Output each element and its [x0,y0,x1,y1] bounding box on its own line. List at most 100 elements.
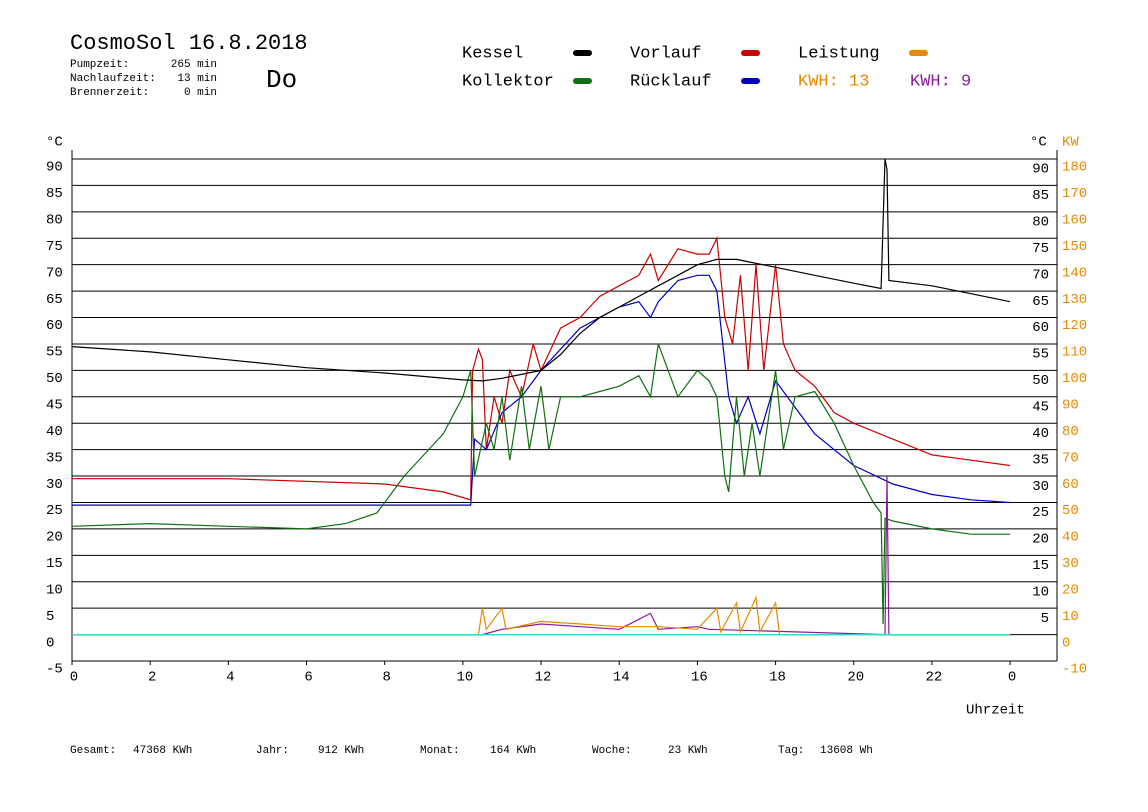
footer-value: 47368 KWh [133,745,192,757]
y-tick-label: -5 [46,662,63,678]
series-line [71,158,1011,382]
y-axis-label-right: °C [1030,135,1047,151]
y2-tick-label: 100 [1062,371,1087,387]
y-tick-label: 50 [46,371,63,387]
y2-tick-label: 10 [1062,609,1079,625]
x-tick-label: 0 [1008,670,1016,686]
y-tick-label-right: 80 [1032,215,1049,231]
y-tick-label: 75 [46,239,63,255]
y-tick-label-right: 45 [1032,399,1049,415]
y-tick-label-right: 85 [1032,188,1049,204]
y-tick-label: 35 [46,450,63,466]
y-tick-label: 80 [46,213,63,229]
info-label: Brennerzeit: [70,87,149,99]
footer-label: Woche: [592,745,632,757]
y-tick-label-right: 25 [1032,505,1049,521]
y2-tick-label: 160 [1062,213,1087,229]
y2-tick-label: 0 [1062,635,1070,651]
footer-value: 164 KWh [490,745,536,757]
y-tick-label-right: 65 [1032,294,1049,310]
kwh-label: KWH: 9 [910,72,971,91]
y-tick-label-right: 20 [1032,532,1049,548]
x-tick-label: 8 [382,670,390,686]
y2-tick-label: 140 [1062,265,1087,281]
y-tick-label-right: 40 [1032,426,1049,442]
y-axis-label: °C [46,135,63,151]
y-tick-label: 85 [46,186,63,202]
y2-tick-label: 110 [1062,345,1087,361]
y-tick-label: 15 [46,556,63,572]
footer-value: 13608 Wh [820,745,873,757]
y2-tick-label: 170 [1062,186,1087,202]
x-tick-label: 22 [926,670,943,686]
y-tick-label: 0 [46,635,54,651]
y2-tick-label: 90 [1062,397,1079,413]
x-tick-label: 12 [535,670,552,686]
y-tick-label-right: 10 [1032,584,1049,600]
y2-tick-label: 80 [1062,424,1079,440]
x-tick-label: 4 [226,670,234,686]
y2-tick-label: 130 [1062,292,1087,308]
y-tick-label: 65 [46,292,63,308]
y-tick-label-right: 15 [1032,558,1049,574]
y2-tick-label: 70 [1062,450,1079,466]
y-tick-label: 5 [46,609,54,625]
x-tick-label: 20 [847,670,864,686]
y-tick-label: 20 [46,530,63,546]
series-line [72,236,1011,501]
y-tick-label-right: 5 [1041,611,1049,627]
x-tick-label: 18 [769,670,786,686]
legend-label: Kollektor [462,72,554,91]
x-axis-label: Uhrzeit [966,703,1025,719]
y2-tick-label: 50 [1062,503,1079,519]
y2-tick-label: -10 [1062,662,1087,678]
y-tick-label-right: 55 [1032,347,1049,363]
x-tick-label: 6 [304,670,312,686]
footer-label: Monat: [420,745,460,757]
y-tick-label-right: 35 [1032,452,1049,468]
info-label: Nachlaufzeit: [70,73,156,85]
y-tick-label: 30 [46,477,63,493]
y2-tick-label: 150 [1062,239,1087,255]
y-tick-label-right: 70 [1032,267,1049,283]
y-tick-label-right: 60 [1032,320,1049,336]
y-tick-label-right: 75 [1032,241,1049,257]
footer-value: 912 KWh [318,745,364,757]
x-tick-label: 10 [456,670,473,686]
x-tick-label: 16 [691,670,708,686]
y-tick-label: 25 [46,503,63,519]
footer-value: 23 KWh [668,745,708,757]
info-value: 13 min [177,73,217,85]
series-line [71,343,1011,625]
x-tick-label: 0 [70,670,78,686]
y-tick-label: 40 [46,424,63,440]
footer-label: Gesamt: [70,745,116,757]
y2-tick-label: 40 [1062,530,1079,546]
y2-tick-label: 120 [1062,318,1087,334]
series-line [72,274,1011,506]
y-tick-label-right: 30 [1032,479,1049,495]
series-line [72,595,1011,636]
y2-tick-label: 20 [1062,582,1079,598]
y-tick-label: 60 [46,318,63,334]
footer-label: Jahr: [256,745,289,757]
legend-label: Vorlauf [630,44,701,63]
y-tick-label-right: 50 [1032,373,1049,389]
info-value: 265 min [171,59,217,71]
kwh-label: KWH: 13 [798,72,869,91]
y-tick-label: 45 [46,397,63,413]
y-tick-label: 70 [46,265,63,281]
y-tick-label: 10 [46,582,63,598]
info-value: 0 min [184,87,217,99]
footer-label: Tag: [778,745,804,757]
x-tick-label: 2 [148,670,156,686]
legend-label: Leistung [798,44,880,63]
x-tick-label: 14 [613,670,630,686]
y2-tick-label: 60 [1062,477,1079,493]
legend-label: Kessel [462,44,523,63]
y2-axis-label: KW [1062,135,1079,151]
chart-title: CosmoSol 16.8.2018 [70,31,308,56]
y-tick-label-right: 90 [1032,162,1049,178]
